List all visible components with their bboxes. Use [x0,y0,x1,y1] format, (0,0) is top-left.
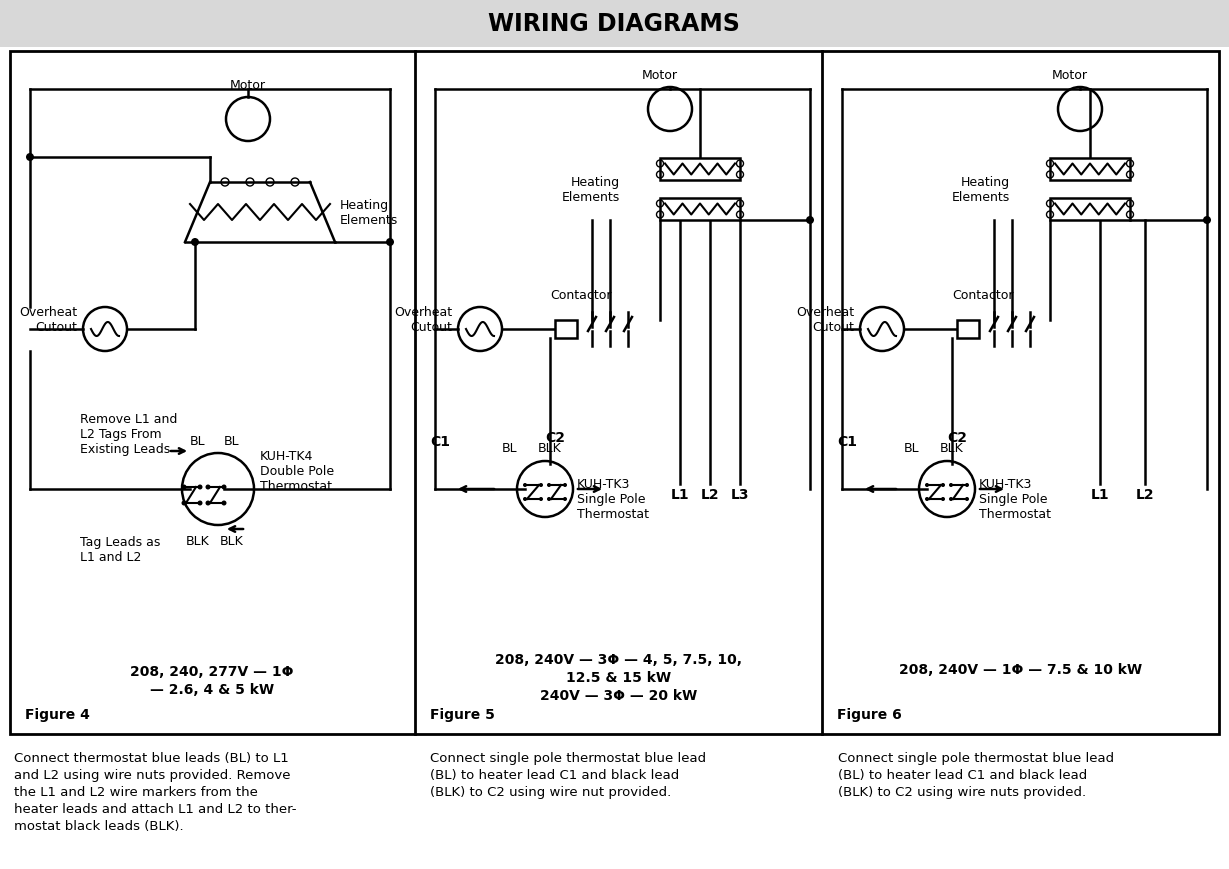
Circle shape [205,485,210,490]
Text: Connect single pole thermostat blue lead: Connect single pole thermostat blue lead [430,751,707,764]
FancyBboxPatch shape [556,321,576,339]
Circle shape [540,483,543,488]
Text: Contactor: Contactor [952,289,1014,302]
Text: C2: C2 [544,430,565,444]
Text: — 2.6, 4 & 5 kW: — 2.6, 4 & 5 kW [150,682,274,696]
Circle shape [198,485,203,490]
Circle shape [182,501,187,506]
Circle shape [563,497,567,501]
Text: Figure 6: Figure 6 [837,707,902,721]
Circle shape [190,239,199,247]
Circle shape [221,501,226,506]
Text: Connect single pole thermostat blue lead: Connect single pole thermostat blue lead [838,751,1115,764]
Text: Figure 5: Figure 5 [430,707,495,721]
FancyBboxPatch shape [660,199,740,221]
Text: (BLK) to C2 using wire nuts provided.: (BLK) to C2 using wire nuts provided. [838,785,1086,798]
Circle shape [524,497,527,501]
Circle shape [547,483,551,488]
Text: Connect thermostat blue leads (BL) to L1: Connect thermostat blue leads (BL) to L1 [14,751,289,764]
FancyBboxPatch shape [10,52,1219,734]
Text: (BL) to heater lead C1 and black lead: (BL) to heater lead C1 and black lead [838,768,1088,781]
Text: 12.5 & 15 kW: 12.5 & 15 kW [565,670,671,684]
Text: Motor: Motor [1052,69,1088,82]
Text: Heating
Elements: Heating Elements [562,176,619,203]
Circle shape [925,483,929,488]
Text: C2: C2 [948,430,967,444]
Text: 240V — 3Φ — 20 kW: 240V — 3Φ — 20 kW [540,688,697,702]
FancyBboxPatch shape [1050,199,1129,221]
Text: Motor: Motor [642,69,678,82]
Text: BLK: BLK [538,441,562,454]
Text: heater leads and attach L1 and L2 to ther-: heater leads and attach L1 and L2 to the… [14,802,296,815]
Circle shape [563,483,567,488]
Circle shape [26,154,34,162]
Text: Remove L1 and
L2 Tags From
Existing Leads: Remove L1 and L2 Tags From Existing Lead… [80,413,177,456]
Text: Overheat
Cutout: Overheat Cutout [18,306,77,334]
Circle shape [949,483,952,488]
Text: Figure 4: Figure 4 [25,707,90,721]
Text: L2: L2 [701,488,719,501]
Circle shape [182,485,187,490]
Circle shape [198,501,203,506]
Text: mostat black leads (BLK).: mostat black leads (BLK). [14,819,183,832]
Circle shape [949,497,952,501]
Text: and L2 using wire nuts provided. Remove: and L2 using wire nuts provided. Remove [14,768,290,781]
FancyBboxPatch shape [957,321,980,339]
Text: Contactor: Contactor [551,289,612,302]
Text: L1: L1 [671,488,689,501]
Circle shape [965,497,968,501]
Text: Motor: Motor [230,79,265,92]
FancyBboxPatch shape [660,159,740,181]
Circle shape [524,483,527,488]
Text: BLK: BLK [186,534,210,547]
Text: KUH-TK3
Single Pole
Thermostat: KUH-TK3 Single Pole Thermostat [576,478,649,521]
Circle shape [965,483,968,488]
Text: C1: C1 [430,434,450,448]
Circle shape [540,497,543,501]
Text: Tag Leads as
L1 and L2: Tag Leads as L1 and L2 [80,535,160,563]
Text: Overheat
Cutout: Overheat Cutout [393,306,452,334]
Text: 208, 240V — 1Φ — 7.5 & 10 kW: 208, 240V — 1Φ — 7.5 & 10 kW [898,662,1142,676]
Text: BL: BL [905,441,919,454]
Circle shape [806,216,814,225]
Circle shape [221,485,226,490]
Text: Overheat
Cutout: Overheat Cutout [796,306,854,334]
Text: 208, 240V — 3Φ — 4, 5, 7.5, 10,: 208, 240V — 3Φ — 4, 5, 7.5, 10, [495,653,742,667]
Text: 208, 240, 277V — 1Φ: 208, 240, 277V — 1Φ [130,664,294,678]
Circle shape [386,239,395,247]
Text: BLK: BLK [220,534,243,547]
Circle shape [205,501,210,506]
Text: KUH-TK3
Single Pole
Thermostat: KUH-TK3 Single Pole Thermostat [980,478,1051,521]
FancyBboxPatch shape [0,0,1229,48]
Text: (BL) to heater lead C1 and black lead: (BL) to heater lead C1 and black lead [430,768,680,781]
Text: (BLK) to C2 using wire nut provided.: (BLK) to C2 using wire nut provided. [430,785,671,798]
FancyBboxPatch shape [1050,159,1129,181]
Text: BL: BL [190,434,205,448]
Text: Heating
Elements: Heating Elements [951,176,1010,203]
Text: BLK: BLK [940,441,964,454]
Text: L1: L1 [1090,488,1110,501]
Circle shape [941,483,945,488]
Text: KUH-TK4
Double Pole
Thermostat: KUH-TK4 Double Pole Thermostat [261,450,334,493]
Text: L2: L2 [1136,488,1154,501]
Text: WIRING DIAGRAMS: WIRING DIAGRAMS [488,12,740,36]
Text: BL: BL [224,434,240,448]
Text: BL: BL [503,441,517,454]
Circle shape [1203,216,1211,225]
Circle shape [941,497,945,501]
Circle shape [547,497,551,501]
Text: the L1 and L2 wire markers from the: the L1 and L2 wire markers from the [14,785,258,798]
Text: L3: L3 [731,488,750,501]
Text: Heating
Elements: Heating Elements [340,199,398,227]
Circle shape [925,497,929,501]
Text: C1: C1 [837,434,857,448]
